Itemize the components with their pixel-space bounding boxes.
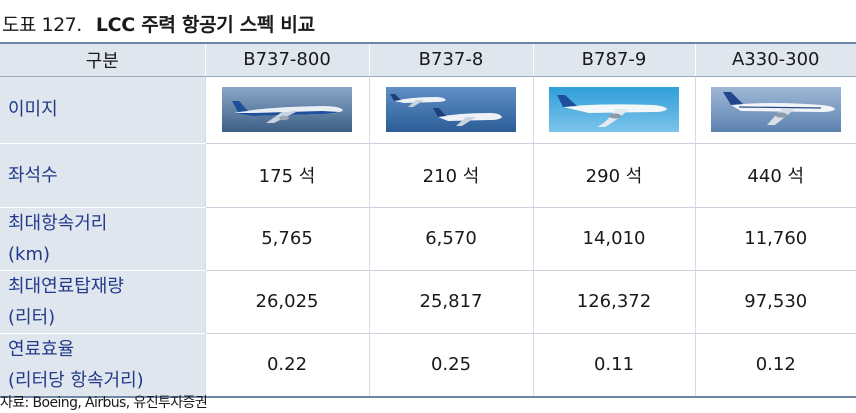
figure-title-text: LCC 주력 항공기 스펙 비교 — [95, 13, 315, 36]
header-a330-300: A330-300 — [694, 42, 856, 77]
header-b737-800: B737-800 — [204, 42, 369, 77]
table-row-max-range: 최대항속거리 (km) 5,765 6,570 14,010 11,760 — [0, 207, 856, 271]
figure-title: 도표 127. LCC 주력 항공기 스펙 비교 — [0, 8, 856, 38]
cell-eff-a330-300: 0.12 — [694, 333, 856, 398]
cell-fuel-a330-300: 97,530 — [694, 270, 856, 334]
cell-eff-b737-8: 0.25 — [368, 333, 533, 398]
cell-seats-a330-300: 440 석 — [694, 143, 856, 208]
table-row-fuel-efficiency: 연료효율 (리터당 항속거리) 0.22 0.25 0.11 0.12 — [0, 333, 856, 398]
row-label-fuel-efficiency: 연료효율 (리터당 항속거리) — [0, 333, 205, 398]
cell-seats-b737-800: 175 석 — [204, 143, 369, 208]
source-note: 자료: Boeing, Airbus, 유진투자증권 — [0, 395, 208, 411]
table-row-max-fuel: 최대연료탑재량 (리터) 26,025 25,817 126,372 97,53… — [0, 270, 856, 334]
table-header-row: 구분 B737-800 B737-8 B787-9 A330-300 — [0, 42, 856, 77]
row-label-max-fuel: 최대연료탑재량 (리터) — [0, 270, 205, 334]
table-row-seats: 좌석수 175 석 210 석 290 석 440 석 — [0, 143, 856, 208]
cell-image-b737-800 — [204, 76, 369, 144]
cell-eff-b787-9: 0.11 — [532, 333, 695, 398]
row-label-seats: 좌석수 — [0, 143, 205, 208]
cell-image-b787-9 — [532, 76, 695, 144]
header-b787-9: B787-9 — [532, 42, 695, 77]
airbus-a330-300-photo — [710, 87, 841, 132]
boeing-737-8-photo — [386, 87, 516, 132]
cell-image-b737-8 — [368, 76, 533, 144]
cell-seats-b787-9: 290 석 — [532, 143, 695, 208]
cell-eff-b737-800: 0.22 — [204, 333, 369, 398]
cell-range-b737-8: 6,570 — [368, 207, 533, 271]
boeing-737-800-photo — [222, 87, 352, 132]
header-category: 구분 — [0, 42, 205, 77]
cell-fuel-b737-8: 25,817 — [368, 270, 533, 334]
cell-seats-b737-8: 210 석 — [368, 143, 533, 208]
cell-fuel-b787-9: 126,372 — [532, 270, 695, 334]
spec-comparison-table: 구분 B737-800 B737-8 B787-9 A330-300 이미지 — [0, 42, 856, 398]
figure-number: 도표 127. — [2, 13, 82, 36]
cell-range-a330-300: 11,760 — [694, 207, 856, 271]
row-label-max-range: 최대항속거리 (km) — [0, 207, 205, 271]
row-label-image: 이미지 — [0, 76, 205, 144]
table-row-image: 이미지 — [0, 76, 856, 144]
boeing-787-9-photo — [549, 87, 679, 132]
header-b737-8: B737-8 — [368, 42, 533, 77]
cell-fuel-b737-800: 26,025 — [204, 270, 369, 334]
cell-range-b737-800: 5,765 — [204, 207, 369, 271]
cell-range-b787-9: 14,010 — [532, 207, 695, 271]
cell-image-a330-300 — [694, 76, 856, 144]
